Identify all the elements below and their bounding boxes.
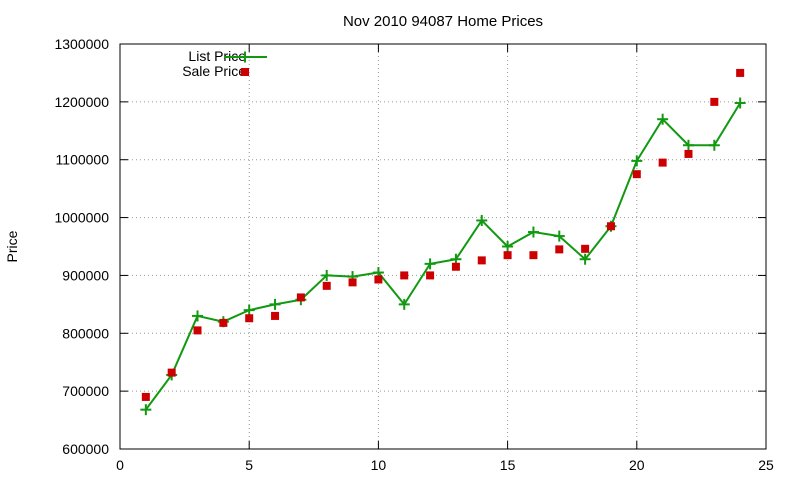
sale-price-marker — [710, 97, 719, 106]
sale-price-marker — [400, 271, 409, 280]
sale-price-marker — [426, 271, 435, 280]
y-tick-label: 1100000 — [56, 152, 110, 168]
x-tick-label: 10 — [371, 457, 387, 473]
x-tick-label: 0 — [116, 457, 124, 473]
plot-frame — [119, 43, 767, 450]
x-tick-label: 5 — [245, 457, 253, 473]
y-tick-label: 800000 — [62, 325, 109, 341]
tick-labels: 0 5 10 15 20 25 600000 700000 800000 900000 100000… — [54, 36, 774, 473]
sale-price-marker — [581, 244, 590, 253]
sale-price-marker — [374, 275, 383, 284]
sale-price-marker — [322, 281, 331, 290]
list-price-line — [144, 102, 742, 411]
sale-price-marker — [529, 251, 538, 260]
y-axis-label: Price — [4, 230, 20, 262]
sale-price-marker — [296, 293, 305, 302]
legend-label-sale-price: Sale Price — [182, 63, 246, 79]
x-tick-label: 25 — [758, 457, 774, 473]
sale-price-marker — [477, 256, 486, 265]
sale-price-marker — [684, 149, 693, 158]
sale-price-marker — [503, 251, 512, 260]
sale-price-marker — [245, 314, 254, 323]
series-layer — [140, 68, 746, 416]
grid-lines — [120, 44, 766, 449]
sale-price-marker — [193, 326, 202, 335]
sale-price-marker — [658, 158, 667, 167]
chart-title: Nov 2010 94087 Home Prices — [343, 13, 543, 30]
y-tick-label: 600000 — [62, 441, 109, 457]
y-tick-label: 1000000 — [54, 210, 109, 226]
legend: List Price Sale Price — [182, 48, 267, 79]
sale-price-marker — [606, 222, 615, 231]
axes — [119, 43, 767, 450]
sale-price-marker — [271, 311, 280, 320]
x-tick-label: 20 — [629, 457, 645, 473]
sale-price-marker — [167, 368, 176, 377]
sale-price-marker — [241, 68, 249, 76]
sale-price-marker — [348, 278, 357, 287]
y-tick-label: 1200000 — [54, 94, 109, 110]
y-tick-label: 700000 — [62, 383, 109, 399]
y-tick-label: 1300000 — [54, 36, 109, 52]
sale-price-marker — [141, 392, 150, 401]
legend-label-list-price: List Price — [188, 48, 246, 64]
x-tick-label: 15 — [500, 457, 516, 473]
y-tick-label: 900000 — [62, 267, 109, 283]
sale-price-marker — [451, 262, 460, 271]
sale-price-marker — [219, 318, 228, 327]
sale-price-marker — [736, 68, 745, 77]
sale-price-marker — [632, 170, 641, 179]
sale-price-marker — [555, 245, 564, 254]
